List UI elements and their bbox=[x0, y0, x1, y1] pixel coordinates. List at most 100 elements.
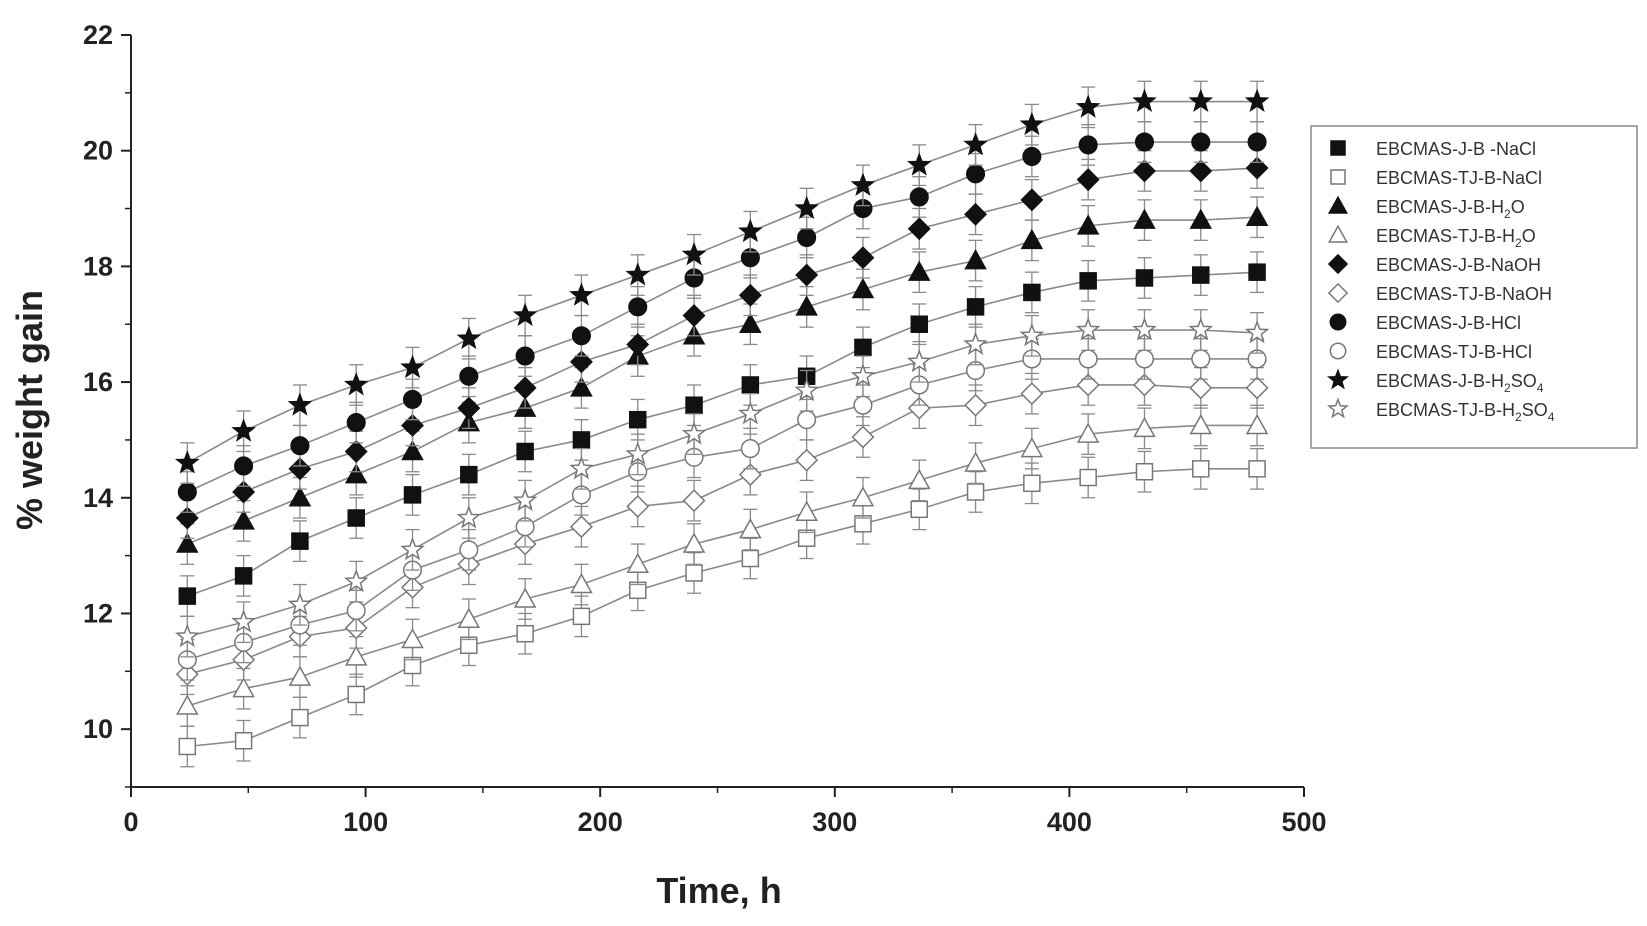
data-point bbox=[1076, 168, 1100, 192]
legend-label: EBCMAS-TJ-B-H2O bbox=[1376, 226, 1536, 250]
data-point bbox=[344, 645, 368, 666]
data-point bbox=[460, 465, 478, 484]
legend-item: EBCMAS-TJ-B-H2O bbox=[1327, 224, 1536, 250]
legend-marker bbox=[1329, 342, 1347, 360]
data-point bbox=[1248, 263, 1266, 281]
data-point bbox=[628, 410, 647, 429]
x-tick-label: 300 bbox=[812, 807, 857, 837]
x-tick-label: 100 bbox=[343, 807, 388, 837]
data-point bbox=[174, 450, 200, 474]
data-point bbox=[963, 331, 988, 355]
legend-item: EBCMAS-J-B -NaCl bbox=[1330, 139, 1536, 159]
y-tick-label: 10 bbox=[83, 714, 113, 744]
data-point bbox=[682, 489, 706, 513]
data-point bbox=[231, 418, 256, 442]
data-point bbox=[1019, 111, 1045, 136]
data-point bbox=[572, 607, 591, 626]
data-point bbox=[570, 572, 593, 594]
data-point bbox=[457, 607, 481, 628]
data-point bbox=[626, 494, 650, 518]
data-point bbox=[571, 326, 591, 346]
data-point bbox=[1189, 159, 1213, 183]
data-point bbox=[850, 363, 876, 387]
data-point bbox=[907, 260, 931, 281]
legend-label: EBCMAS-TJ-B-H2SO4 bbox=[1376, 400, 1555, 424]
data-point bbox=[851, 486, 875, 507]
data-point bbox=[1133, 416, 1156, 438]
series-curve bbox=[187, 424, 1258, 707]
data-point bbox=[682, 532, 706, 553]
data-point bbox=[1189, 208, 1213, 229]
series-5 bbox=[175, 147, 1269, 539]
data-point bbox=[1078, 349, 1098, 369]
legend-marker bbox=[1327, 224, 1349, 243]
data-point bbox=[795, 295, 818, 316]
data-point bbox=[400, 536, 425, 561]
y-tick-label: 16 bbox=[83, 367, 113, 397]
data-point bbox=[234, 731, 253, 750]
data-point bbox=[1020, 437, 1044, 458]
data-point bbox=[400, 354, 425, 379]
series-curve bbox=[187, 329, 1258, 638]
data-point bbox=[963, 131, 988, 156]
data-point bbox=[910, 500, 929, 519]
data-point bbox=[232, 677, 255, 698]
data-point bbox=[1133, 159, 1156, 183]
y-tick-label: 20 bbox=[83, 136, 113, 166]
data-point bbox=[1192, 460, 1210, 478]
data-point bbox=[1245, 376, 1269, 400]
legend-label: EBCMAS-TJ-B-HCl bbox=[1376, 342, 1532, 362]
data-point bbox=[1245, 156, 1269, 180]
y-axis-title: % weight gain bbox=[9, 290, 50, 530]
data-point bbox=[1023, 283, 1041, 302]
data-point bbox=[288, 665, 312, 686]
data-point bbox=[401, 627, 424, 649]
plot-area bbox=[174, 80, 1270, 768]
data-point bbox=[964, 249, 987, 270]
legend-item: EBCMAS-J-B-HCl bbox=[1329, 313, 1521, 333]
data-point bbox=[1188, 317, 1214, 341]
data-point bbox=[287, 591, 313, 616]
data-point bbox=[176, 532, 199, 553]
series-curve bbox=[186, 216, 1258, 545]
data-point bbox=[964, 451, 987, 472]
data-point bbox=[569, 455, 594, 480]
data-point bbox=[681, 421, 707, 445]
data-point bbox=[739, 312, 762, 333]
data-point bbox=[516, 442, 534, 461]
data-point bbox=[234, 567, 253, 585]
data-point bbox=[515, 346, 535, 366]
data-point bbox=[1078, 135, 1098, 155]
data-point bbox=[1244, 88, 1270, 112]
data-point bbox=[402, 389, 423, 409]
data-point bbox=[456, 505, 482, 529]
data-point bbox=[907, 217, 931, 241]
data-point bbox=[1019, 322, 1045, 347]
legend-label: EBCMAS-TJ-B-NaCl bbox=[1376, 168, 1542, 188]
data-point bbox=[738, 218, 763, 243]
data-point bbox=[966, 483, 985, 501]
x-axis-title: Time, h bbox=[656, 870, 781, 911]
data-point bbox=[797, 410, 817, 430]
data-point bbox=[1133, 373, 1156, 397]
data-point bbox=[851, 246, 875, 270]
data-point bbox=[177, 482, 197, 502]
data-point bbox=[1248, 460, 1266, 478]
data-point bbox=[1188, 88, 1214, 112]
data-point bbox=[347, 685, 365, 704]
data-point bbox=[176, 694, 199, 715]
data-point bbox=[291, 532, 309, 550]
data-point bbox=[628, 297, 648, 317]
data-point bbox=[966, 298, 985, 316]
data-point bbox=[570, 376, 593, 397]
legend-item: EBCMAS-TJ-B-NaCl bbox=[1330, 168, 1542, 188]
data-point bbox=[291, 708, 309, 727]
legend-marker bbox=[1327, 282, 1349, 304]
data-point bbox=[1132, 88, 1157, 112]
data-point bbox=[854, 338, 872, 357]
data-point bbox=[738, 283, 762, 307]
series-4 bbox=[176, 404, 1269, 727]
legend-label: EBCMAS-J-B-NaOH bbox=[1376, 255, 1541, 275]
x-tick-label: 400 bbox=[1047, 807, 1092, 837]
